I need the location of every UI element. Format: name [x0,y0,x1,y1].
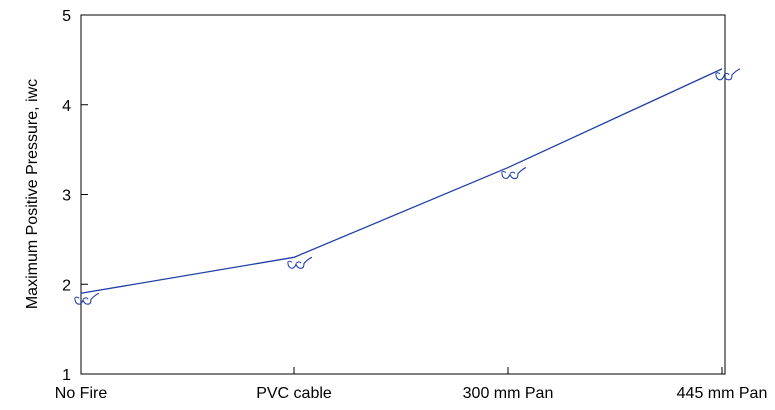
y-axis-ticks: 1 2 3 4 5 [62,8,88,384]
data-point-marker [501,167,527,180]
data-point-glyph-detail [74,296,89,300]
data-point-glyph [74,292,100,305]
y-tick-label: 4 [62,98,71,115]
plot-frame [80,14,726,375]
x-tick-label: PVC cable [256,385,332,402]
x-tick-label: 300 mm Pan [463,385,554,402]
y-tick-label: 2 [62,277,71,294]
data-point-glyph [287,256,313,269]
data-point-marker [287,256,313,269]
data-point-marker [715,68,741,81]
x-tick-label: 445 mm Pan [677,385,768,402]
y-axis-title: Maximum Positive Pressure, iwc [24,79,41,309]
x-axis-ticks: No Fire PVC cable 300 mm Pan 445 mm Pan [55,367,768,402]
data-point-glyph-detail [501,170,516,174]
data-point-marker [74,292,100,305]
y-tick-label: 1 [62,367,71,384]
series-line [80,68,723,294]
data-point-glyph [501,167,527,180]
data-point-glyph-detail [715,72,730,76]
y-tick-label: 5 [62,8,71,25]
data-point-glyph-detail [287,260,302,264]
y-tick-label: 3 [62,188,71,205]
data-point-glyph [715,68,741,81]
x-tick-label: No Fire [55,385,108,402]
series-layer [74,68,741,305]
